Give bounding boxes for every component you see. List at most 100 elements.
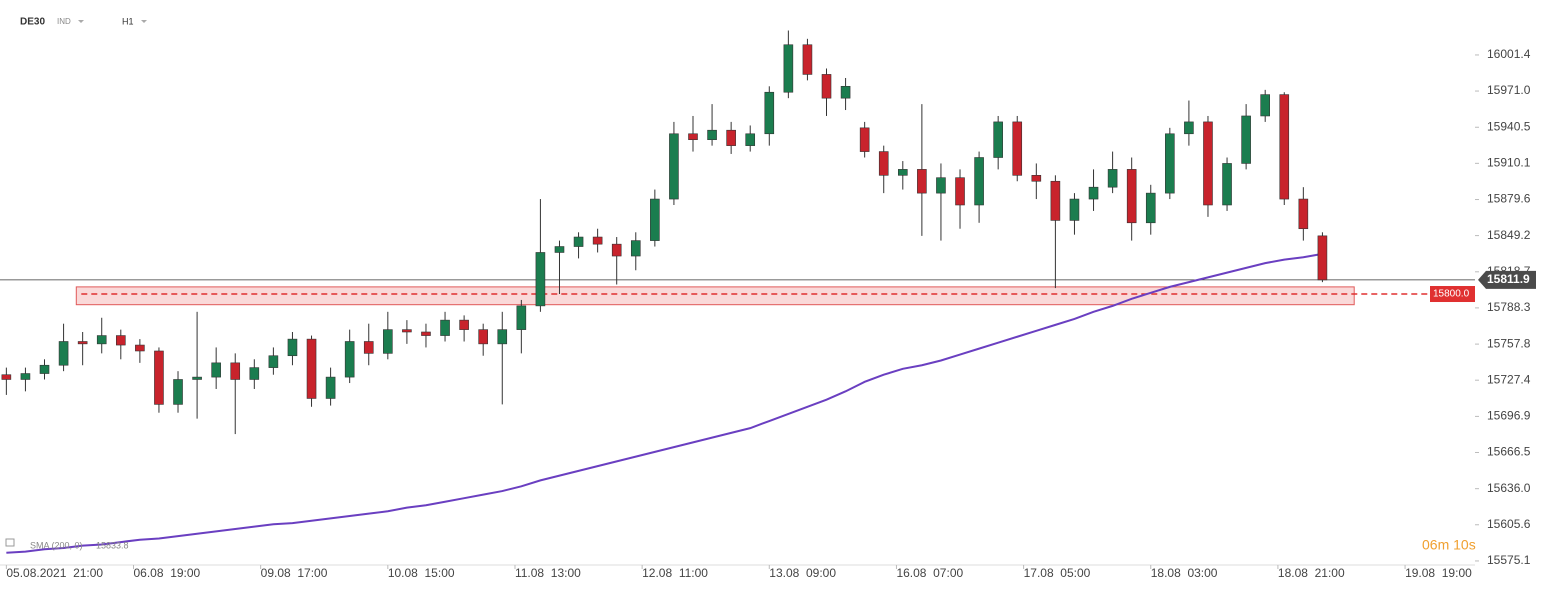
candle-body	[821, 74, 832, 99]
candle	[459, 315, 469, 342]
candle-body	[287, 338, 298, 357]
y-tick-label: 15757.8	[1487, 336, 1531, 350]
candle-body	[993, 121, 1003, 158]
candle	[630, 232, 641, 271]
candle-body	[1279, 94, 1290, 200]
y-tick-label: 15940.5	[1487, 119, 1531, 133]
candle-body	[192, 376, 202, 380]
candle	[497, 311, 508, 405]
sma-name: SMA (200, 0)	[30, 540, 83, 550]
candle	[1088, 169, 1099, 211]
y-tick-label: 16001.4	[1487, 47, 1531, 61]
candle	[1050, 175, 1061, 289]
candle-body	[344, 341, 355, 378]
candle	[306, 335, 317, 407]
candle-body	[1298, 198, 1309, 230]
candle	[1184, 100, 1194, 146]
candle-body	[516, 305, 527, 330]
dropdown-caret[interactable]	[78, 20, 84, 23]
candle	[821, 68, 832, 116]
candle-body	[535, 252, 546, 307]
candle-body	[1, 374, 12, 380]
candle	[573, 232, 584, 259]
candle	[1203, 115, 1213, 217]
x-tick-label: 18.08 03:00	[1151, 566, 1218, 580]
candle-body	[1069, 198, 1080, 221]
candle	[325, 367, 336, 406]
candle	[993, 115, 1003, 170]
candle-body	[154, 350, 164, 405]
candle	[1012, 115, 1023, 182]
y-tick-label: 15575.1	[1487, 553, 1531, 567]
candle	[936, 163, 946, 241]
candle	[135, 339, 145, 363]
support-zone	[75, 286, 1355, 306]
candle-body	[1012, 121, 1023, 176]
x-tick-label: 05.08.2021 21:00	[6, 566, 103, 580]
candle	[230, 353, 241, 435]
candle-body	[249, 367, 260, 380]
candle-body	[554, 246, 565, 253]
level-label: 15800.0	[1433, 289, 1470, 300]
candle-body	[440, 319, 450, 336]
candle-body	[688, 133, 698, 141]
x-tick-label: 17.08 05:00	[1024, 566, 1091, 580]
candle	[1222, 157, 1232, 211]
candle-body	[1165, 133, 1175, 194]
candle	[859, 121, 870, 158]
candle	[77, 331, 88, 366]
candle-body	[1031, 175, 1042, 182]
candle-body	[764, 91, 775, 135]
candle	[745, 125, 756, 152]
y-tick-label: 15636.0	[1487, 481, 1531, 495]
y-tick-label: 15879.6	[1487, 192, 1531, 206]
candle	[1165, 127, 1175, 200]
candle-body	[840, 85, 851, 99]
candle	[211, 347, 221, 389]
candle-body	[363, 341, 374, 354]
candle	[1279, 92, 1290, 205]
candle	[421, 323, 431, 348]
candle	[1126, 157, 1137, 241]
candle	[154, 347, 164, 413]
candle	[1031, 163, 1042, 200]
candle-body	[1145, 192, 1156, 224]
x-tick-label: 13.08 09:00	[769, 566, 836, 580]
candle-body	[936, 177, 946, 194]
x-tick-label: 06.08 19:00	[134, 566, 201, 580]
candle	[287, 331, 298, 366]
last-price-tag	[1478, 270, 1536, 289]
candle	[363, 323, 374, 366]
sma-value: 15833.8	[96, 540, 129, 550]
x-tick-label: 19.08 19:00	[1405, 566, 1472, 580]
candle	[707, 104, 717, 146]
candle-body	[58, 341, 69, 366]
candle-body	[1126, 169, 1137, 224]
candle	[1107, 151, 1118, 194]
candle	[440, 311, 450, 342]
candle-body	[459, 319, 469, 330]
x-tick-label: 10.08 15:00	[388, 566, 455, 580]
candle-body	[745, 133, 756, 146]
candle	[898, 161, 908, 190]
symbol[interactable]: DE30	[20, 17, 45, 28]
candle	[516, 299, 527, 354]
dropdown-caret[interactable]	[141, 20, 147, 23]
candle-body	[898, 169, 908, 176]
candle-body	[1317, 235, 1328, 281]
candle-body	[859, 127, 870, 152]
candle	[535, 199, 546, 312]
candle-body	[173, 379, 183, 405]
y-tick-label: 15910.1	[1487, 155, 1531, 169]
candle-body	[669, 133, 679, 200]
candle	[1145, 184, 1156, 235]
candle-body	[1222, 163, 1232, 206]
candle	[1260, 89, 1270, 122]
candle	[1, 367, 12, 395]
candle-body	[955, 177, 965, 206]
candle-body	[20, 373, 31, 380]
interval[interactable]: H1	[122, 16, 134, 26]
last-price-label: 15811.9	[1487, 272, 1530, 286]
candle-body	[115, 335, 126, 346]
